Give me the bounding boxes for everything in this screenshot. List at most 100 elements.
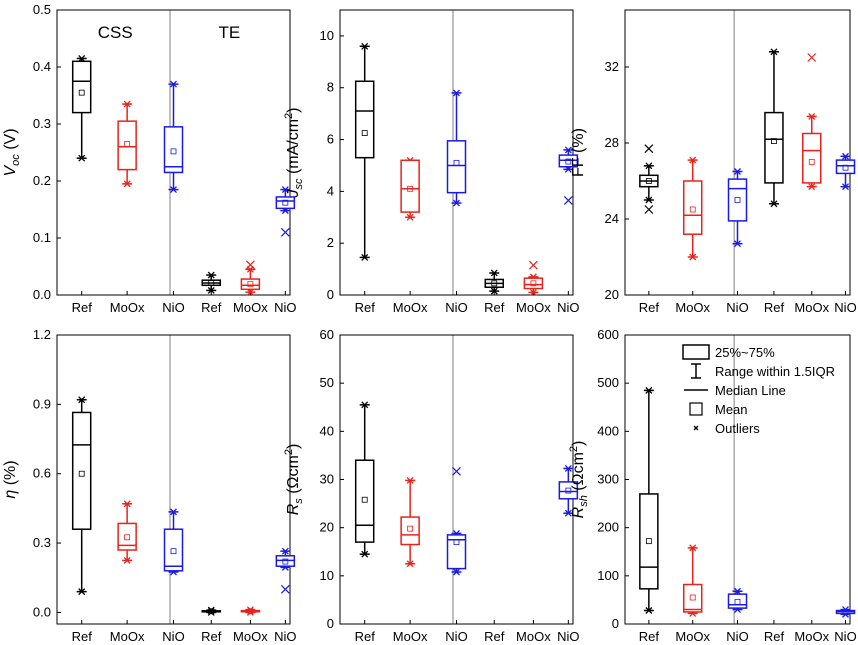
y-tick-label: 0.2 <box>33 173 51 188</box>
mean-marker <box>407 525 414 532</box>
mean-marker <box>247 281 254 288</box>
outlier-marker <box>245 260 255 270</box>
mean-marker <box>565 487 572 494</box>
iqr-box <box>71 60 92 114</box>
min-marker <box>808 183 816 191</box>
x-tick-label: NiO <box>834 629 856 644</box>
box-te-ref <box>201 271 221 294</box>
x-tick-label: NiO <box>445 629 467 644</box>
x-tick-label: NiO <box>726 300 748 315</box>
y-tick-label: 60 <box>320 327 334 342</box>
max-marker <box>564 146 572 154</box>
max-marker <box>406 477 414 484</box>
box-css-moox <box>682 544 703 617</box>
mean-marker <box>361 496 368 503</box>
box-te-moox <box>802 53 822 191</box>
panel-rsh: 0 100 200 300 400 500 600 Ref MoOx NiO Ref MoOx NiO R… <box>568 327 857 644</box>
legend-label: Outliers <box>715 421 760 436</box>
x-tick-label: MoOx <box>516 300 551 315</box>
box-te-nio <box>835 152 856 191</box>
max-marker <box>453 89 460 97</box>
box-te-nio <box>275 547 296 594</box>
y-tick-label: 40 <box>320 423 334 438</box>
y-tick-label: 32 <box>605 59 619 74</box>
mean-marker <box>453 159 460 166</box>
outlier-marker <box>644 144 654 154</box>
y-tick-label: 28 <box>605 135 619 150</box>
box-css-ref <box>354 401 375 558</box>
y-tick-label: 400 <box>597 423 619 438</box>
box-css-nio <box>727 587 748 614</box>
iqr-box <box>354 80 375 159</box>
y-axis-label: Rs (Ωcm2) <box>283 444 305 516</box>
mean-marker <box>247 608 254 615</box>
box-te-moox <box>240 606 261 616</box>
mean-marker <box>208 608 215 615</box>
x-tick-label: Ref <box>484 629 505 644</box>
outlier-marker <box>807 53 817 62</box>
mean-marker <box>491 280 498 287</box>
box-css-ref <box>71 396 92 596</box>
y-tick-label: 6 <box>327 132 334 147</box>
x-tick-label: MoOx <box>675 300 710 315</box>
iqr-box <box>682 583 703 613</box>
x-tick-label: NiO <box>445 300 467 315</box>
y-tick-label: 0.5 <box>33 2 51 17</box>
y-tick-label: 0.3 <box>33 535 51 550</box>
max-marker <box>361 42 369 50</box>
legend-item-square: Mean <box>689 402 748 417</box>
y-tick-label: 0 <box>612 616 619 631</box>
outlier-marker <box>280 584 290 594</box>
outlier-marker <box>452 466 461 476</box>
y-tick-label: 20 <box>605 287 619 302</box>
y-tick-label: 10 <box>320 568 334 583</box>
mean-marker <box>78 470 85 477</box>
x-tick-label: Ref <box>764 629 785 644</box>
min-marker <box>529 288 537 296</box>
x-tick-label: Ref <box>72 300 93 315</box>
min-marker <box>453 568 460 576</box>
x-tick-label: NiO <box>274 300 296 315</box>
y-tick-label: 0.0 <box>33 287 51 302</box>
x-tick-label: MoOx <box>675 629 710 644</box>
min-marker <box>770 200 778 208</box>
max-marker <box>564 464 572 472</box>
box-css-moox <box>117 500 137 564</box>
y-axis-label: FF (%) <box>570 128 587 177</box>
mean-marker <box>808 159 815 165</box>
max-marker <box>734 587 741 595</box>
min-marker <box>689 253 697 261</box>
x-tick-label: Ref <box>201 300 222 315</box>
box-css-ref <box>639 144 659 214</box>
box-css-moox <box>682 156 703 261</box>
min-marker <box>490 287 498 295</box>
y-tick-label: 8 <box>327 80 334 95</box>
max-marker <box>281 547 289 555</box>
mean-marker <box>734 197 741 203</box>
x-tick-label: MoOx <box>794 300 829 315</box>
mean-marker <box>771 138 777 145</box>
legend-label: Mean <box>715 402 748 417</box>
min-marker <box>361 253 369 261</box>
max-marker <box>207 271 215 279</box>
mean-marker <box>208 280 215 286</box>
y-tick-label: 0.4 <box>33 59 51 74</box>
iqr-box <box>764 111 784 184</box>
x-tick-label: Ref <box>484 300 505 315</box>
y-tick-label: 0.6 <box>33 466 51 481</box>
max-marker <box>689 156 697 164</box>
box-te-ref <box>201 606 221 616</box>
mean-marker <box>170 548 177 555</box>
box-css-ref <box>71 54 92 162</box>
x-tick-label: NiO <box>557 629 579 644</box>
group-label-te: TE <box>219 23 241 42</box>
plot-frame <box>56 334 291 625</box>
min-marker <box>361 550 369 558</box>
box-te-ref <box>764 48 784 208</box>
mean-marker <box>842 609 849 615</box>
min-marker <box>78 588 86 596</box>
outlier-marker <box>528 260 538 270</box>
max-marker <box>490 269 498 277</box>
y-tick-label: 300 <box>597 472 619 487</box>
mean-marker <box>78 89 85 96</box>
